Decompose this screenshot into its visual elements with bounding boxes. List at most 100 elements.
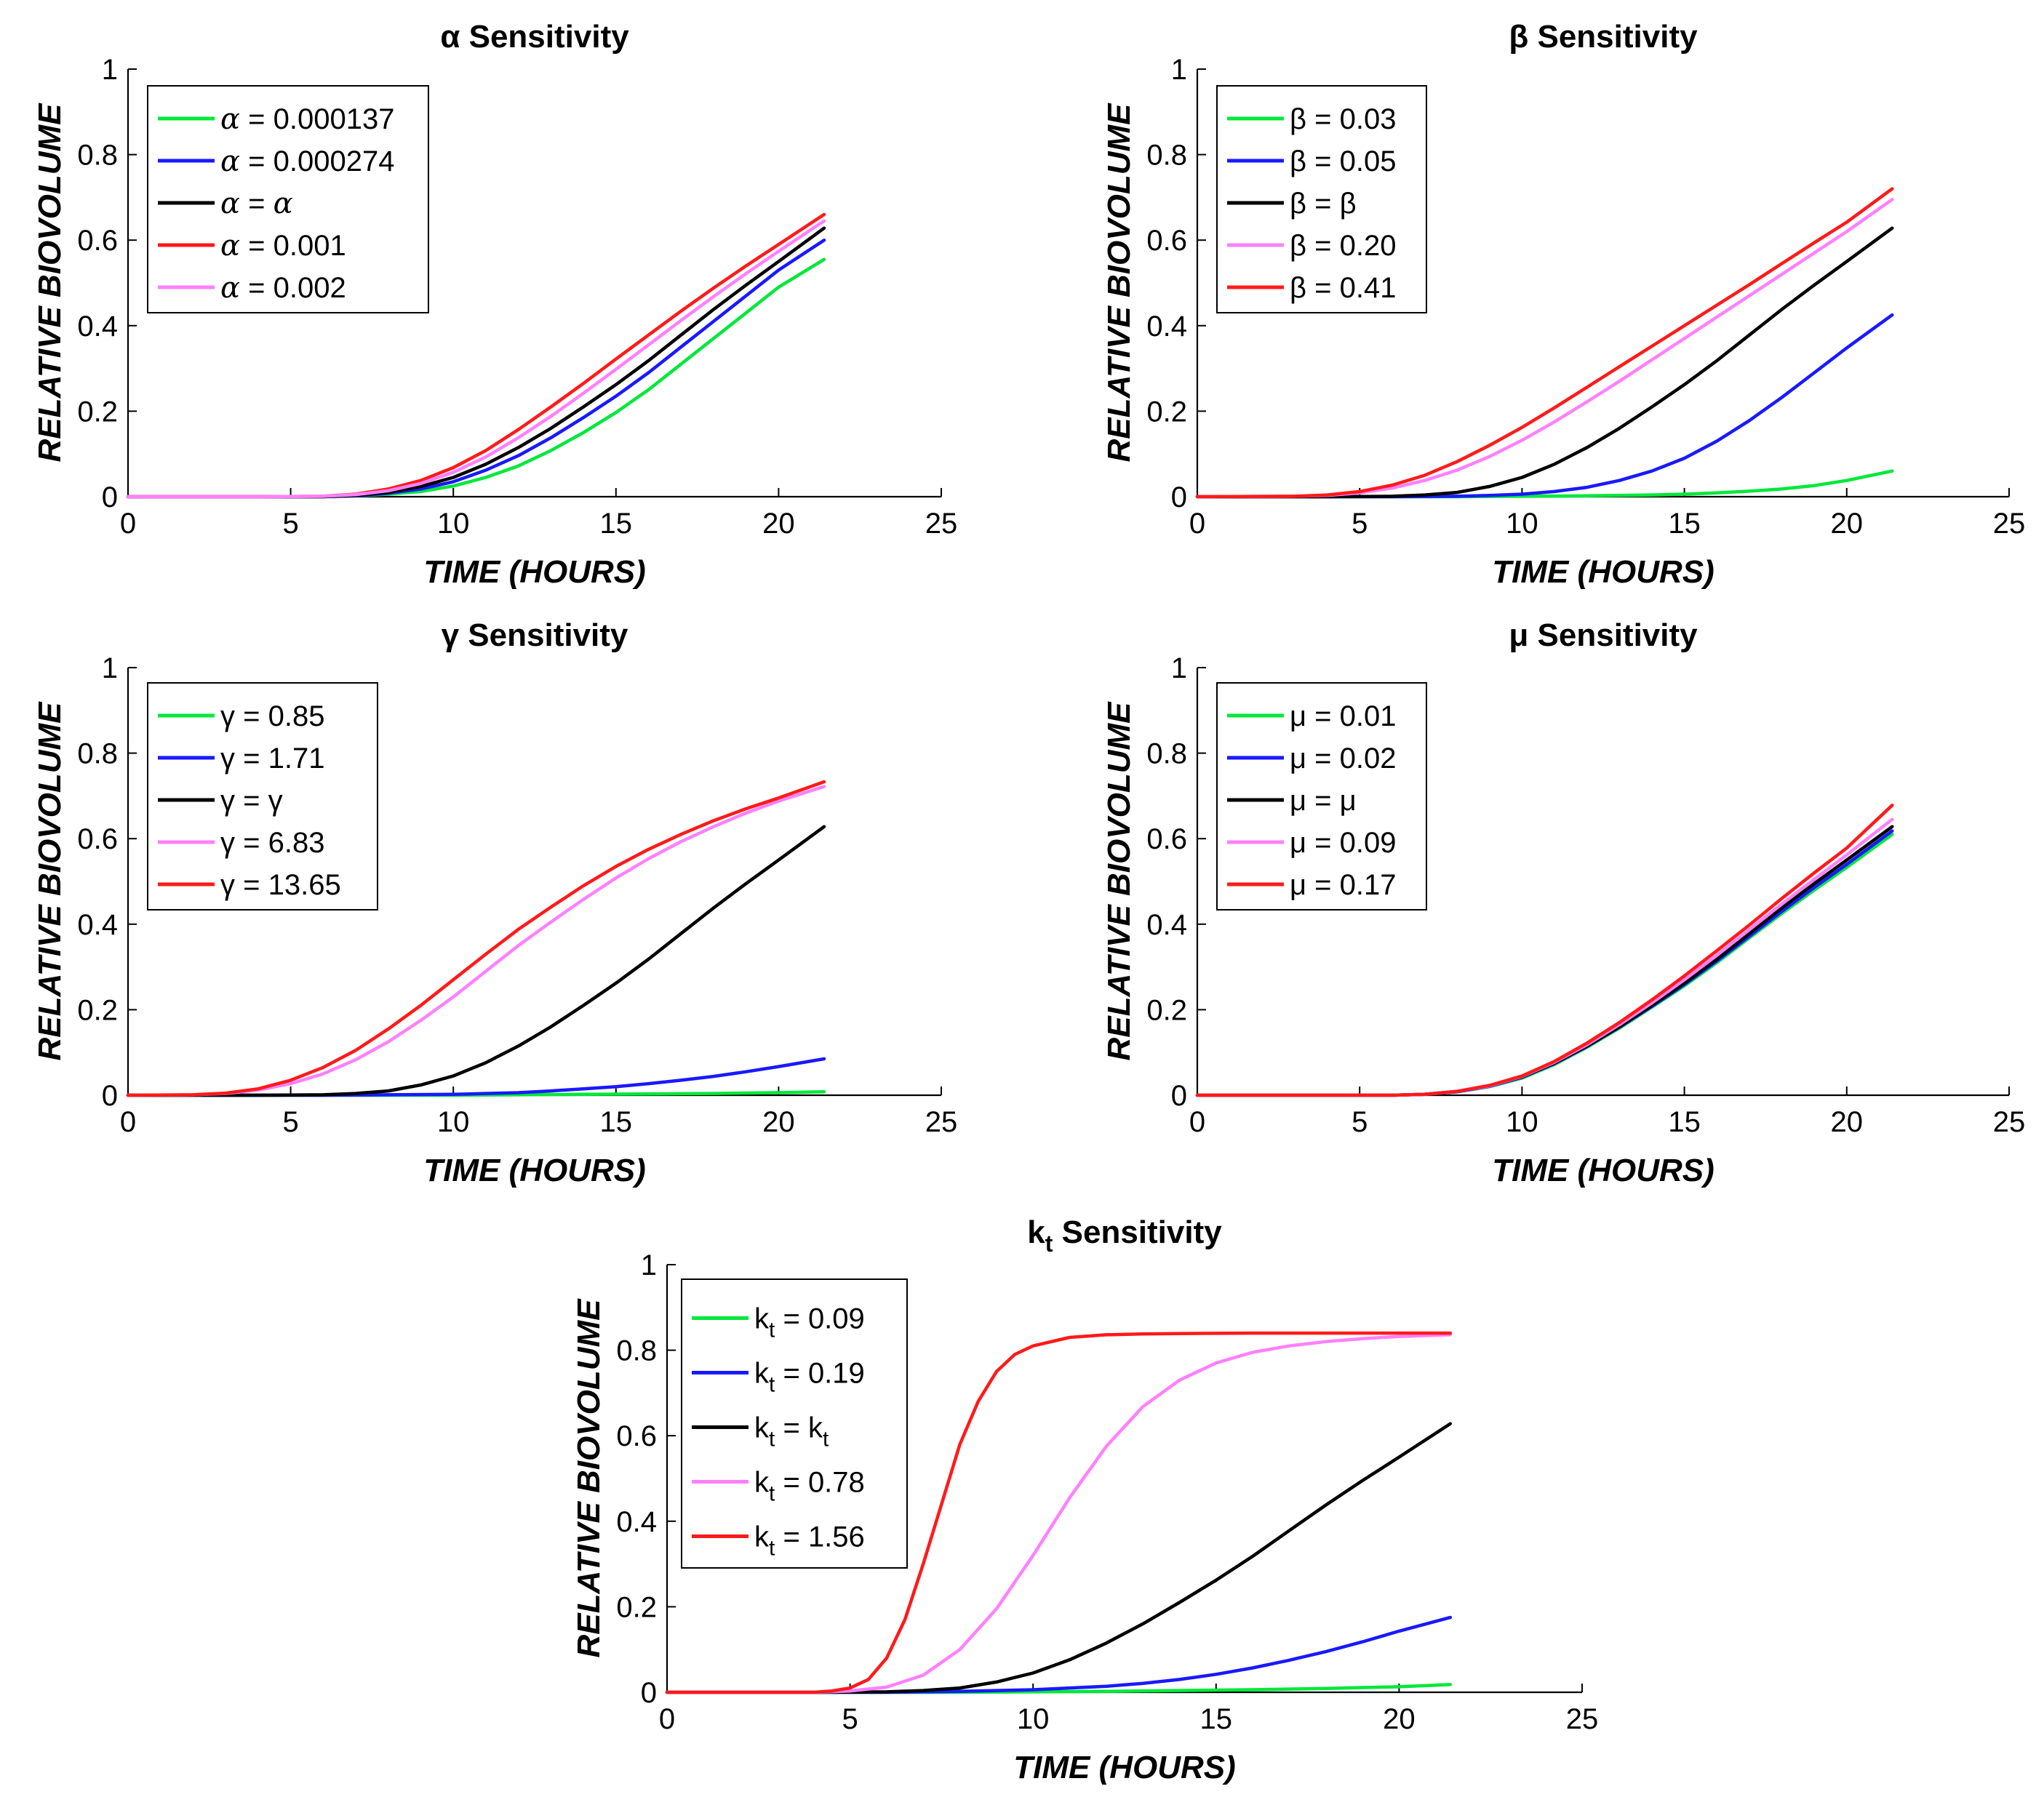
x-tick-label: 5 bbox=[1352, 1106, 1368, 1138]
x-tick-label: 10 bbox=[437, 1106, 470, 1138]
legend-item: μ = 0.02 bbox=[1227, 743, 1397, 775]
y-tick-label: 0.8 bbox=[77, 738, 118, 770]
y-axis-label: RELATIVE BIOVOLUME bbox=[571, 1298, 607, 1658]
legend-equals: = bbox=[240, 103, 274, 135]
legend-symbol: α bbox=[220, 229, 240, 263]
y-tick-label: 0.2 bbox=[1146, 396, 1187, 428]
legend-label: β = 0.03 bbox=[1290, 103, 1396, 135]
legend-equals: = bbox=[235, 869, 268, 901]
legend-symbol: α bbox=[220, 271, 240, 305]
legend-label: kt = 0.19 bbox=[754, 1358, 865, 1397]
y-tick-label: 1 bbox=[641, 1249, 657, 1281]
legend-equals: = bbox=[1306, 103, 1340, 135]
legend-label: γ = 6.83 bbox=[220, 827, 324, 859]
legend-item: β = 0.03 bbox=[1227, 103, 1396, 135]
x-axis-label: TIME (HOURS) bbox=[1013, 1750, 1236, 1785]
title-symbol: μ bbox=[1509, 617, 1528, 653]
legend-label: γ = 1.71 bbox=[220, 743, 324, 775]
legend-equals: = bbox=[240, 272, 274, 304]
legend-item: μ = 0.17 bbox=[1227, 869, 1397, 901]
legend-symbol: β bbox=[1290, 188, 1306, 220]
y-tick-label: 0.6 bbox=[77, 823, 118, 855]
title-symbol: γ bbox=[442, 617, 460, 653]
legend-value: 0.09 bbox=[808, 1303, 865, 1335]
legend-value: 0.000274 bbox=[274, 145, 395, 177]
legend-equals: = bbox=[1306, 272, 1340, 304]
legend-symbol: α bbox=[220, 103, 240, 136]
x-tick-label: 10 bbox=[437, 508, 470, 540]
chart-panel-4: μ Sensitivity 0 5 10 15 20 25 0 0.2 0.4 0.6 0.8 1 TIM… bbox=[1101, 617, 2025, 1188]
legend-equals: = bbox=[775, 1521, 808, 1553]
x-tick-label: 10 bbox=[1506, 1106, 1538, 1138]
legend-label: β = 0.05 bbox=[1290, 145, 1396, 177]
legend-value: 0.02 bbox=[1340, 743, 1397, 775]
x-tick-label: 20 bbox=[1831, 1106, 1864, 1138]
x-tick-label: 0 bbox=[1189, 508, 1205, 540]
legend-value: 1.56 bbox=[808, 1521, 865, 1553]
chart-panel-3: γ Sensitivity 0 5 10 15 20 25 0 0.2 0.4 0.6 0.8 1 TIM… bbox=[32, 617, 957, 1188]
y-axis-label: RELATIVE BIOVOLUME bbox=[32, 701, 68, 1061]
legend-value: 0.85 bbox=[268, 700, 325, 732]
x-tick-label: 0 bbox=[659, 1703, 675, 1735]
title-text: Sensitivity bbox=[460, 19, 629, 55]
legend-value: 0.001 bbox=[274, 230, 346, 262]
y-tick-label: 1 bbox=[1171, 652, 1187, 684]
y-tick-label: 0.8 bbox=[77, 140, 118, 172]
y-axis-label: RELATIVE BIOVOLUME bbox=[1101, 103, 1137, 463]
legend-box bbox=[1216, 682, 1427, 910]
legend-item: kt = 0.19 bbox=[692, 1358, 865, 1397]
legend-equals: = bbox=[1306, 188, 1340, 220]
legend-value: 0.002 bbox=[274, 272, 346, 304]
legend-value: 0.09 bbox=[1340, 827, 1397, 859]
y-tick-label: 0 bbox=[102, 1080, 118, 1112]
legend-equals: = bbox=[235, 827, 268, 859]
legend-value: 0.20 bbox=[1340, 230, 1397, 262]
chart-title: μ Sensitivity bbox=[1509, 617, 1698, 653]
y-tick-label: 0.6 bbox=[1146, 823, 1187, 855]
series-line-2 bbox=[126, 1057, 826, 1097]
legend-label: γ = 0.85 bbox=[220, 700, 324, 732]
series-line-3 bbox=[126, 825, 826, 1097]
legend-item: γ = 1.71 bbox=[158, 743, 324, 775]
y-tick-label: 0.2 bbox=[616, 1591, 657, 1623]
legend-equals: = bbox=[1306, 785, 1340, 817]
legend-value: 0.01 bbox=[1340, 700, 1397, 732]
legend-subscript: t bbox=[769, 1428, 775, 1452]
title-symbol: β bbox=[1509, 19, 1528, 55]
legend-value: 6.83 bbox=[268, 827, 325, 859]
legend-label: α = 0.001 bbox=[220, 229, 346, 263]
legend-symbol: k bbox=[754, 1358, 770, 1390]
legend-value: 0.78 bbox=[808, 1467, 865, 1499]
legend-box bbox=[147, 682, 378, 910]
x-tick-label: 0 bbox=[120, 1106, 136, 1138]
legend-value: 0.000137 bbox=[274, 103, 395, 135]
legend-equals: = bbox=[235, 785, 268, 817]
y-tick-label: 0.8 bbox=[1146, 738, 1187, 770]
legend-item: α = 0.001 bbox=[158, 229, 346, 263]
title-subscript: t bbox=[1045, 1230, 1053, 1257]
legend-equals: = bbox=[235, 700, 268, 732]
legend-subscript: t bbox=[769, 1537, 775, 1561]
legend-value: α bbox=[274, 187, 293, 220]
x-tick-label: 0 bbox=[120, 508, 136, 540]
x-tick-label: 0 bbox=[1189, 1106, 1205, 1138]
legend-symbol: μ bbox=[1290, 869, 1306, 901]
legend-equals: = bbox=[1306, 145, 1340, 177]
legend-symbol: μ bbox=[1290, 827, 1306, 859]
x-axis-label: TIME (HOURS) bbox=[1492, 1153, 1714, 1188]
legend-subscript: t bbox=[769, 1373, 775, 1397]
legend-label: kt = 0.78 bbox=[754, 1467, 865, 1506]
y-tick-label: 0.4 bbox=[77, 311, 118, 343]
legend-subscript: t bbox=[769, 1482, 775, 1506]
legend: β = 0.03β = 0.05β = ββ = 0.20β = 0.41 bbox=[1216, 85, 1427, 313]
x-tick-label: 20 bbox=[762, 508, 795, 540]
legend: γ = 0.85 γ = 1.71 γ = γ γ = 6.83 γ = 13.65 bbox=[147, 682, 378, 910]
legend-item: γ = γ bbox=[158, 785, 283, 817]
legend-equals: = bbox=[1306, 230, 1340, 262]
legend-label: γ = 13.65 bbox=[220, 869, 341, 901]
legend-item: μ = 0.09 bbox=[1227, 827, 1397, 859]
x-tick-label: 15 bbox=[1668, 508, 1701, 540]
